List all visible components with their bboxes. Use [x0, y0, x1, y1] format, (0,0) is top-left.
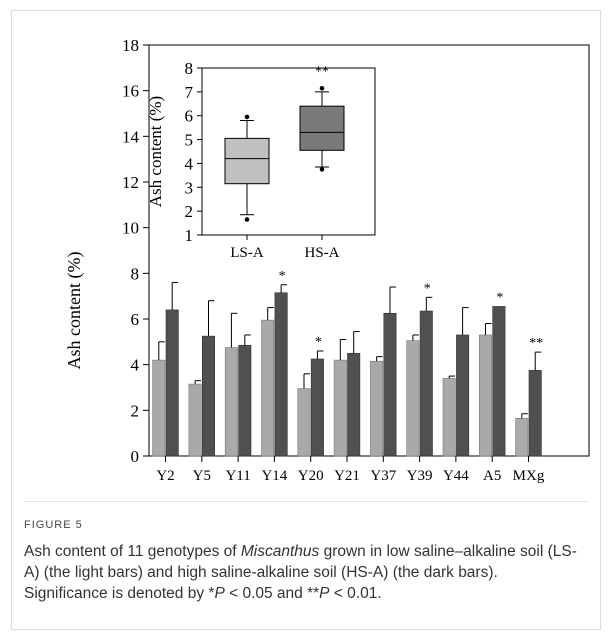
bar-hs-a	[310, 358, 324, 457]
bar-ls-a	[442, 378, 456, 457]
inset-y-tick-label: 3	[185, 178, 194, 197]
x-tick-label: Y39	[407, 468, 433, 484]
box-outlier-point	[319, 85, 325, 91]
inset-y-tick-label: 1	[185, 226, 194, 245]
bar-ls-a	[261, 319, 275, 457]
bar-hs-a	[528, 370, 542, 457]
y-tick-label: 2	[131, 401, 140, 420]
inset-y-tick-label: 5	[185, 131, 194, 150]
box-outlier-point	[244, 217, 250, 222]
box-iqr	[224, 137, 270, 185]
x-tick-label: Y44	[443, 468, 469, 484]
figure-area: 0 2 4 6 8 10 12 14 16 18 Ash content (%) Y2 Y5 Y11 * Y1…	[12, 11, 600, 501]
y-tick-label: 12	[122, 173, 139, 192]
caption-p-symbol-2: P	[319, 585, 330, 602]
x-tick-label: Y21	[334, 468, 360, 484]
bar-ls-a	[297, 388, 311, 457]
y-tick-label: 6	[131, 310, 140, 329]
significance-marker: *	[315, 335, 322, 350]
significance-marker: **	[529, 336, 543, 351]
bar-hs-a	[202, 335, 216, 457]
y-tick-label: 16	[122, 82, 139, 101]
bar-hs-a	[383, 312, 397, 457]
bar-ls-a	[478, 334, 492, 457]
significance-marker: *	[279, 269, 286, 284]
x-tick-label: Y37	[370, 468, 396, 484]
x-tick-label: A5	[483, 468, 501, 484]
bar-ls-a	[406, 340, 420, 457]
inset-x-tick-label: LS-A	[230, 245, 264, 261]
x-tick-label: Y14	[261, 468, 287, 484]
figure-divider	[24, 501, 588, 502]
bar-hs-a	[165, 309, 179, 457]
bar-ls-a	[224, 347, 238, 457]
y-tick-label: 8	[131, 264, 140, 283]
y-axis-label: Ash content (%)	[64, 252, 85, 370]
caption-species: Miscanthus	[240, 543, 320, 560]
box-outlier-point	[319, 167, 325, 172]
y-tick-label: 4	[131, 356, 140, 375]
y-tick-label: 18	[122, 36, 139, 55]
y-tick-label: 10	[122, 219, 139, 238]
bar-hs-a	[274, 292, 288, 457]
x-tick-label: MXg	[513, 468, 545, 484]
caption-text-4: < 0.01.	[329, 585, 382, 602]
bar-hs-a	[492, 306, 506, 457]
caption-text-1: Ash content of 11 genotypes of	[24, 543, 241, 560]
x-tick-label: Y5	[193, 468, 211, 484]
inset-x-tick-label: HS-A	[304, 245, 339, 261]
significance-marker: *	[496, 290, 503, 305]
inset-y-tick-label: 4	[185, 154, 194, 173]
inset-y-tick-label: 8	[185, 59, 194, 78]
bar-hs-a	[347, 352, 361, 457]
inset-y-axis-label: Ash content (%)	[146, 96, 165, 207]
bar-hs-a	[456, 334, 470, 457]
bar-hs-a	[419, 310, 433, 457]
bar-hs-a	[238, 344, 252, 457]
caption-text-3: < 0.05 and **	[224, 585, 320, 602]
inset-y-tick-label: 7	[185, 83, 194, 102]
y-tick-label: 14	[122, 127, 140, 146]
bar-ls-a	[515, 418, 529, 457]
bar-ls-a	[333, 359, 347, 457]
box-outlier-point	[244, 114, 250, 120]
caption-text-2: grown in low saline–alkaline soil (LS-A)…	[24, 543, 577, 602]
main-plot-frame	[148, 44, 590, 457]
figure-card: 0 2 4 6 8 10 12 14 16 18 Ash content (%) Y2 Y5 Y11 * Y1…	[11, 10, 601, 630]
x-tick-label: Y2	[156, 468, 174, 484]
y-tick-label: 0	[131, 447, 140, 466]
figure-label: FIGURE 5	[24, 519, 83, 531]
bar-ls-a	[188, 383, 202, 457]
figure-caption: Ash content of 11 genotypes of Miscanthu…	[24, 541, 584, 604]
bar-ls-a	[370, 360, 384, 457]
bar-ls-a	[152, 359, 166, 457]
box-iqr	[299, 105, 345, 151]
x-tick-label: Y11	[225, 468, 250, 484]
x-tick-label: Y20	[298, 468, 324, 484]
significance-marker: *	[424, 281, 431, 296]
caption-p-symbol-1: P	[214, 585, 225, 602]
inset-y-tick-label: 6	[185, 107, 194, 126]
inset-significance-marker: **	[315, 64, 329, 79]
inset-y-tick-label: 2	[185, 202, 194, 221]
